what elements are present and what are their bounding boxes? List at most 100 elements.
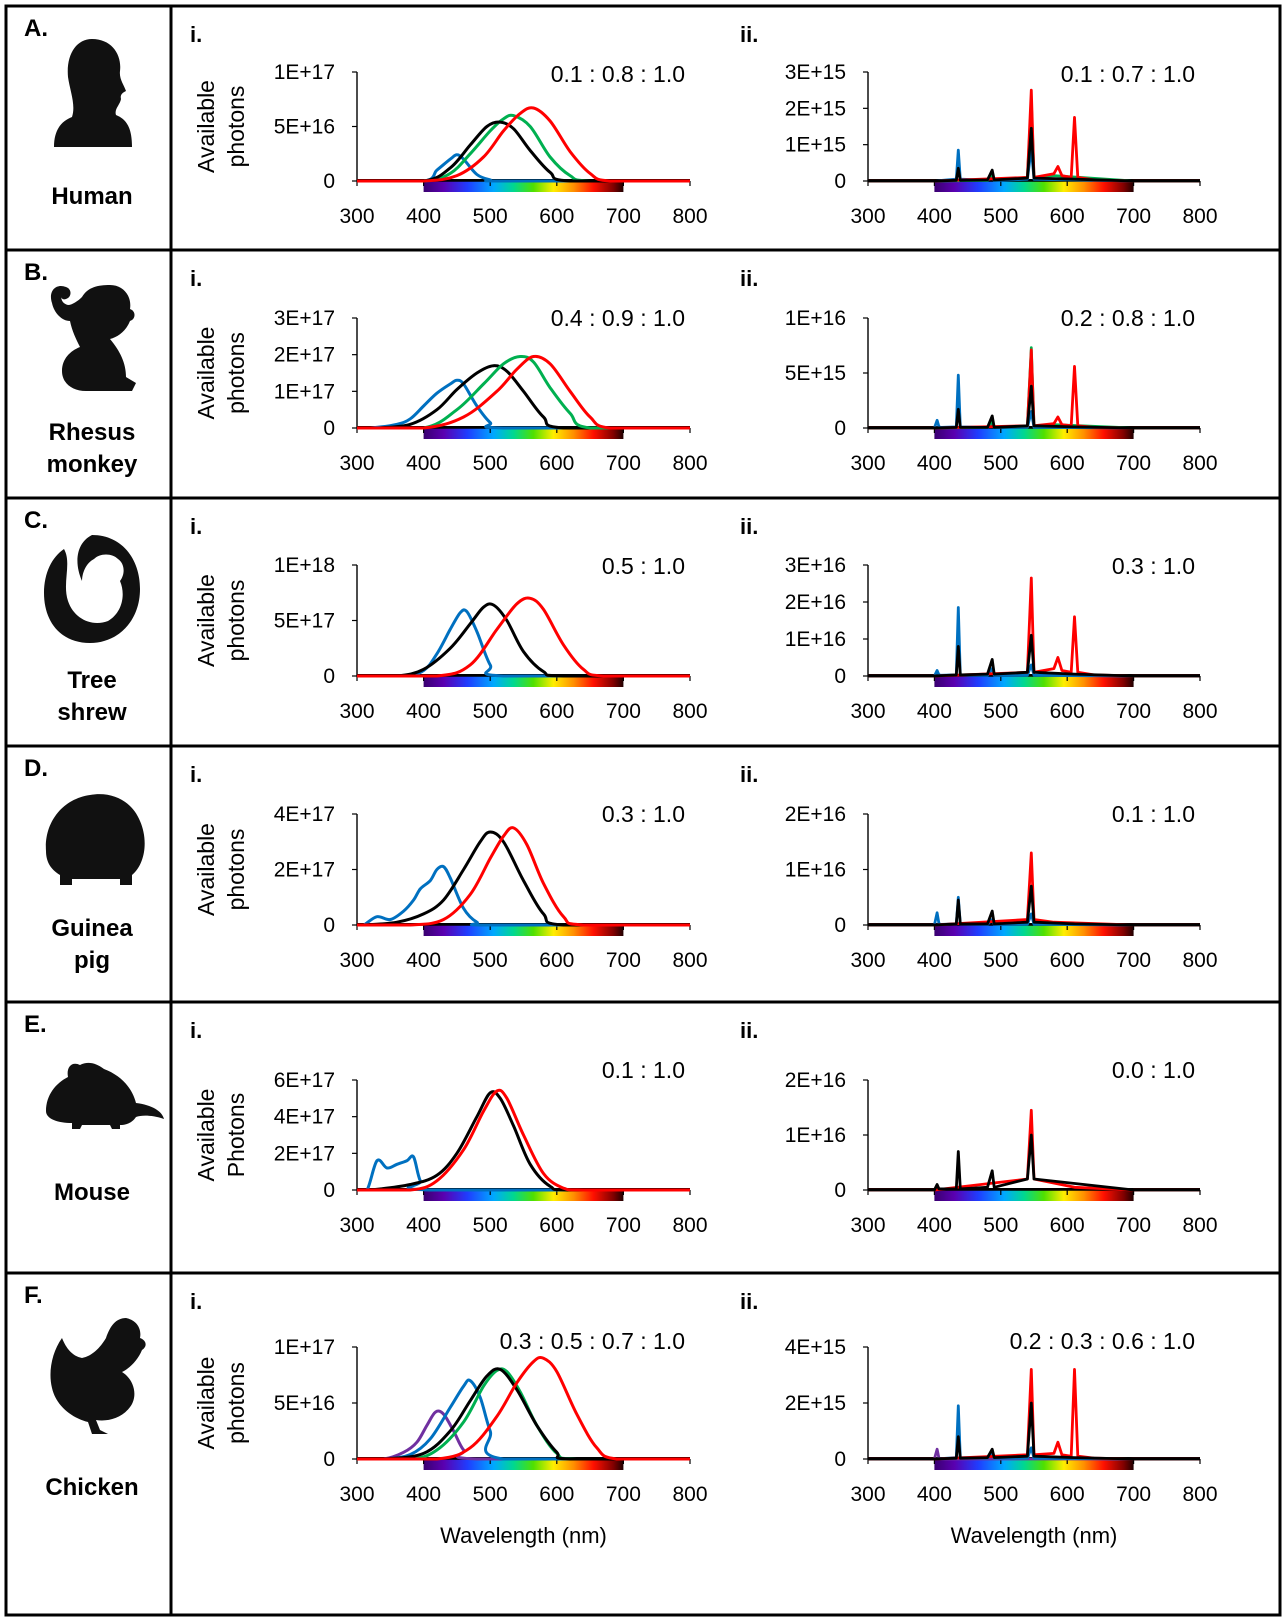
x-tick-label: 500: [983, 1483, 1018, 1506]
y-tick-label: 0: [834, 665, 846, 688]
x-tick-label: 300: [850, 1214, 885, 1237]
x-tick-label: 500: [983, 949, 1018, 972]
spectrum-bar: [423, 427, 624, 439]
outer-border: [4, 4, 1282, 1617]
x-tick-label: 700: [606, 452, 641, 475]
y-tick-label: 0: [323, 170, 335, 193]
animal-name-line: shrew: [57, 699, 127, 726]
y-tick-label: 4E+15: [785, 1336, 846, 1359]
y-tick-label: 5E+16: [274, 116, 335, 139]
y-label-word: photons: [223, 332, 249, 414]
row-f: F. Chicken i. Available photons 300 400 500 600 7…: [24, 1282, 1218, 1548]
x-tick-label: 400: [917, 1483, 952, 1506]
spectrum-bar: [423, 180, 624, 192]
series-red: [357, 1088, 690, 1192]
series-black: [868, 1133, 1200, 1192]
ratio-label: 0.3 : 1.0: [602, 801, 685, 827]
x-tick-label: 300: [339, 949, 374, 972]
panel-sub-label: i.: [190, 1018, 202, 1043]
y-tick-label: 1E+16: [785, 859, 846, 882]
panel-f-i: i. Available photons 300 400 500 600 700 800 1E+1…: [190, 1289, 708, 1548]
panel-sub-label: ii.: [740, 514, 758, 539]
y-tick-label: 0: [834, 1179, 846, 1202]
panel-sub-label: i.: [190, 1289, 202, 1314]
chicken-silhouette-icon: [50, 1318, 146, 1434]
x-tick-label: 400: [406, 949, 441, 972]
animal-name-line: Human: [51, 183, 132, 210]
mouse-silhouette-icon: [46, 1062, 164, 1129]
y-tick-label: 2E+17: [274, 344, 335, 367]
series-blue: [357, 1154, 690, 1192]
row-letter: A.: [24, 15, 48, 42]
row-c: C. Tree shrew i. Available photons 300 400 500 60…: [24, 507, 1218, 726]
y-label-word: photons: [223, 1362, 249, 1444]
y-tick-label: 0: [323, 1448, 335, 1471]
figure-frame: [4, 4, 1282, 1617]
y-label-word: Available: [193, 823, 219, 916]
panel-sub-label: i.: [190, 22, 202, 47]
row-letter: E.: [24, 1011, 47, 1038]
x-tick-label: 500: [473, 949, 508, 972]
ratio-label: 0.4 : 0.9 : 1.0: [551, 305, 685, 331]
series-black: [356, 602, 690, 678]
x-tick-label: 700: [1116, 452, 1151, 475]
ratio-label: 0.0 : 1.0: [1112, 1057, 1195, 1083]
y-label-word: Available: [193, 80, 219, 173]
x-tick-label: 800: [1182, 1214, 1217, 1237]
x-tick-label: 700: [606, 949, 641, 972]
y-tick-label: 1E+16: [785, 628, 846, 651]
y-tick-label: 2E+16: [785, 1069, 846, 1092]
x-tick-label: 500: [983, 452, 1018, 475]
y-tick-label: 0: [323, 417, 335, 440]
x-tick-label: 700: [1116, 1483, 1151, 1506]
panel-b-i: i. Available photons 300 400 500 600 700 800 3E+1…: [190, 266, 708, 475]
row-letter: D.: [24, 755, 48, 782]
spectrum-bar: [423, 924, 624, 936]
panel-f-ii: ii. 300 400 500 600 700 800 4E+15 2E+15 0 0.2 : 0.…: [740, 1289, 1218, 1548]
y-tick-label: 5E+15: [785, 362, 846, 385]
y-axis-label: Available photons: [193, 574, 249, 667]
series-red: [356, 106, 690, 183]
x-tick-label: 600: [1050, 452, 1085, 475]
panel-c-ii: ii. 300 400 500 600 700 800 3E+16 2E+16 1E+16 0 0.3…: [740, 514, 1218, 723]
x-tick-label: 600: [539, 1483, 574, 1506]
animal-name-line: Rhesus: [49, 419, 136, 446]
series-red: [356, 826, 690, 927]
x-tick-label: 800: [672, 949, 707, 972]
x-tick-label: 800: [672, 205, 707, 228]
y-tick-label: 1E+18: [274, 554, 335, 577]
panel-sub-label: ii.: [740, 1018, 758, 1043]
panel-sub-label: i.: [190, 266, 202, 291]
x-tick-label: 800: [1182, 949, 1217, 972]
y-tick-label: 2E+17: [274, 1142, 335, 1165]
panel-sub-label: ii.: [740, 1289, 758, 1314]
x-tick-label: 400: [917, 1214, 952, 1237]
panel-a-i: i. Available photons 300 400 500 600 700 800 1E+1…: [190, 22, 708, 228]
series-black: [356, 830, 690, 927]
x-tick-label: 600: [1050, 949, 1085, 972]
panel-a-ii: ii. 300 400 500 600 700 800 3E+15 2E+15 1E+15 0 0.1…: [740, 22, 1218, 228]
y-label-word: Available: [193, 1089, 219, 1182]
spectrum-bar: [934, 1458, 1134, 1470]
x-tick-label: 600: [539, 452, 574, 475]
y-tick-label: 1E+17: [274, 1336, 335, 1359]
x-tick-label: 500: [983, 205, 1018, 228]
spectrum-bar: [934, 180, 1134, 192]
x-tick-label: 800: [1182, 205, 1217, 228]
y-tick-label: 5E+16: [274, 1392, 335, 1415]
x-tick-label: 700: [606, 700, 641, 723]
x-tick-label: 400: [406, 1214, 441, 1237]
x-tick-label: 300: [339, 1214, 374, 1237]
series-black: [357, 364, 690, 430]
series-red: [356, 1355, 690, 1461]
y-label-word: Available: [193, 574, 219, 667]
x-tick-label: 500: [983, 1214, 1018, 1237]
y-tick-label: 2E+17: [274, 859, 335, 882]
series-black: [357, 1090, 690, 1192]
ratio-label: 0.1 : 1.0: [1112, 801, 1195, 827]
x-axis-label: Wavelength (nm): [440, 1523, 607, 1548]
panel-sub-label: ii.: [740, 762, 758, 787]
x-tick-label: 800: [672, 700, 707, 723]
ratio-label: 0.1 : 0.7 : 1.0: [1061, 61, 1195, 87]
